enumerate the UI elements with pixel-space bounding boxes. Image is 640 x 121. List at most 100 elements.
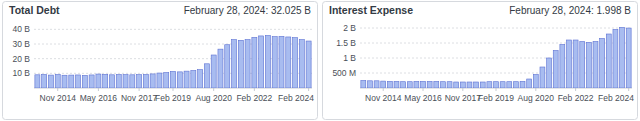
bar (567, 40, 572, 88)
bar (586, 42, 591, 88)
bar (580, 42, 585, 89)
bar (414, 81, 419, 88)
bar (626, 28, 631, 88)
bar (407, 82, 412, 88)
bar (62, 75, 67, 88)
chart-canvas: Total DebtFebruary 28, 2024: 32.025 B10 … (0, 0, 640, 121)
x-tick (423, 88, 424, 91)
x-tick-label: Feb 2024 (278, 93, 314, 103)
x-tick-label: Feb 2019 (478, 93, 514, 103)
grid-line (34, 29, 312, 30)
bar (606, 34, 611, 88)
x-tick (57, 88, 58, 91)
bar (367, 81, 372, 88)
x-tick (308, 88, 309, 91)
x-tick-label: May 2016 (404, 93, 442, 103)
x-tick-label: Feb 2024 (598, 93, 634, 103)
bar (218, 49, 223, 88)
bar (143, 75, 148, 88)
bar (82, 75, 87, 88)
bar (427, 81, 432, 88)
bar (540, 67, 545, 88)
bar (103, 74, 108, 88)
bar (259, 36, 264, 88)
bar (123, 75, 128, 88)
subtitle: February 28, 2024: 32.025 B (184, 5, 312, 16)
bar (265, 35, 270, 88)
bar (164, 73, 169, 88)
x-tick (496, 88, 497, 91)
x-tick (173, 88, 174, 91)
bar (35, 75, 40, 88)
panel: Interest Expense February 28, 2024: 1.998… (323, 2, 638, 120)
bar (272, 37, 277, 88)
title: Interest Expense (329, 4, 413, 16)
x-tick (575, 88, 576, 91)
y-tick-label: 1.5 B (336, 38, 356, 48)
bar (211, 55, 216, 88)
panel: Total DebtFebruary 28, 2024: 32.025 B10 … (3, 2, 318, 120)
bar (507, 82, 512, 88)
bar (620, 27, 625, 88)
bar (279, 36, 284, 88)
bar (184, 71, 189, 88)
y-tick-label: 2 B (343, 23, 356, 33)
bar (520, 81, 525, 88)
bar (454, 82, 459, 88)
x-tick-label: Nov 2014 (365, 93, 402, 103)
bar (434, 81, 439, 88)
x-tick-label: Feb 2022 (558, 93, 594, 103)
bar (252, 37, 257, 88)
bar (600, 39, 605, 89)
bar (48, 75, 53, 88)
bar (137, 75, 142, 88)
y-tick-label: 30 B (13, 39, 31, 49)
bar (447, 82, 452, 88)
bar (109, 75, 114, 88)
bar (96, 74, 101, 88)
bar (55, 75, 60, 88)
bar (573, 40, 578, 88)
bar (42, 75, 47, 88)
bar (474, 82, 479, 88)
x-tick-label: Aug 2020 (518, 93, 555, 103)
x-tick-label: Aug 2020 (195, 93, 232, 103)
bar (533, 75, 538, 89)
bar (527, 79, 532, 88)
bar (387, 81, 392, 88)
bar (157, 73, 162, 88)
x-tick-label: Feb 2019 (155, 93, 191, 103)
bar (494, 82, 499, 88)
bar (306, 41, 311, 88)
bar (421, 81, 426, 88)
bar (467, 82, 472, 88)
panel-frame (3, 2, 318, 120)
subtitle: February 28, 2024: 1.998 B (509, 5, 631, 16)
bar (500, 82, 505, 88)
bar (553, 51, 558, 89)
bar (76, 75, 81, 88)
bar (69, 75, 74, 88)
x-tick-label: Feb 2022 (236, 93, 272, 103)
x-tick (462, 88, 463, 91)
bar (204, 64, 209, 88)
x-tick-label: May 2016 (80, 93, 118, 103)
bars (361, 27, 631, 88)
x-tick (254, 88, 255, 91)
bar (177, 72, 182, 88)
bars (35, 35, 311, 88)
x-tick (213, 88, 214, 91)
bar (440, 82, 445, 88)
title: Total Debt (9, 4, 60, 16)
bar (150, 74, 155, 88)
bar (480, 82, 485, 88)
x-tick-label: Nov 2017 (445, 93, 482, 103)
y-tick-label: 40 B (13, 24, 31, 34)
bar (374, 81, 379, 88)
x-tick (628, 88, 629, 91)
bar (513, 82, 518, 88)
bar (613, 30, 618, 89)
x-tick (139, 88, 140, 91)
bar (547, 58, 552, 88)
x-tick-label: Nov 2017 (121, 93, 158, 103)
